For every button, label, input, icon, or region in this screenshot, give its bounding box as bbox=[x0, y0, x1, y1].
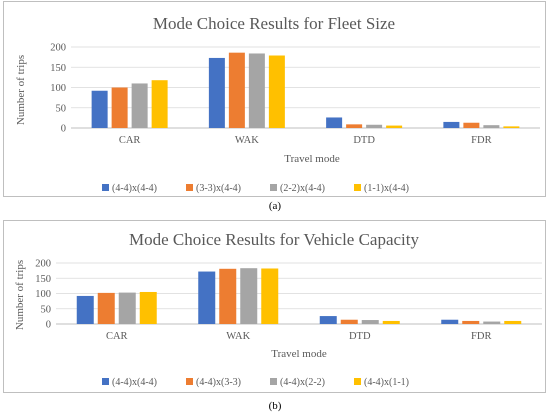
figure-caption-b: (b) bbox=[268, 400, 282, 412]
bar-fdr-series-2 bbox=[462, 320, 480, 324]
bar-car-series-3 bbox=[131, 83, 148, 128]
bar-fdr-series-4 bbox=[504, 320, 522, 324]
x-tick-label-fdr: FDR bbox=[471, 135, 491, 146]
legend-label: (2-2)x(4-4) bbox=[280, 183, 325, 194]
bar-dtd-series-3 bbox=[366, 124, 383, 128]
y-tick-label: 150 bbox=[50, 63, 66, 74]
legend-label: (4-4)x(3-3) bbox=[196, 377, 241, 388]
chart-panel-fleet-size: Mode Choice Results for Fleet Size Numbe… bbox=[3, 1, 546, 197]
bar-dtd-series-2 bbox=[346, 124, 363, 128]
x-axis-title: Travel mode bbox=[271, 348, 327, 360]
bar-dtd-series-4 bbox=[386, 125, 403, 128]
legend-label: (4-4)x(2-2) bbox=[280, 377, 325, 388]
legend-label: (1-1)x(4-4) bbox=[364, 183, 409, 194]
y-tick-label: 200 bbox=[35, 259, 51, 270]
bar-fdr-series-1 bbox=[443, 121, 460, 128]
chart-vehicle-capacity: Mode Choice Results for Vehicle Capacity… bbox=[14, 230, 542, 388]
bar-dtd-series-3 bbox=[361, 320, 379, 324]
bar-wak-series-3 bbox=[240, 268, 258, 324]
bar-wak-series-1 bbox=[208, 57, 225, 129]
bar-dtd-series-2 bbox=[340, 319, 358, 324]
x-tick-label-wak: WAK bbox=[226, 331, 250, 342]
bar-fdr-series-1 bbox=[441, 319, 459, 324]
x-tick-label-dtd: DTD bbox=[353, 135, 375, 146]
legend-swatch bbox=[354, 378, 361, 385]
legend-label: (4-4)x(4-4) bbox=[112, 183, 157, 194]
bar-fdr-series-3 bbox=[483, 321, 501, 324]
legend-swatch bbox=[102, 184, 109, 191]
y-tick-label: 50 bbox=[56, 103, 67, 114]
chart-panel-vehicle-capacity: Mode Choice Results for Vehicle Capacity… bbox=[3, 220, 546, 393]
bar-fdr-series-4 bbox=[503, 126, 520, 128]
legend-swatch bbox=[102, 378, 109, 385]
bar-fdr-series-3 bbox=[483, 125, 500, 128]
figure-caption-a: (a) bbox=[268, 200, 282, 212]
x-tick-label-dtd: DTD bbox=[349, 331, 371, 342]
bar-dtd-series-1 bbox=[319, 316, 337, 324]
x-tick-label-fdr: FDR bbox=[471, 331, 491, 342]
bar-wak-series-4 bbox=[268, 55, 285, 128]
bar-car-series-2 bbox=[111, 87, 128, 128]
x-tick-label-wak: WAK bbox=[235, 135, 259, 146]
legend-swatch bbox=[354, 184, 361, 191]
legend-swatch bbox=[270, 184, 277, 191]
legend-swatch bbox=[186, 184, 193, 191]
bar-car-series-4 bbox=[151, 80, 168, 128]
bar-wak-series-3 bbox=[248, 53, 265, 129]
y-tick-label: 0 bbox=[46, 320, 51, 331]
bar-dtd-series-4 bbox=[382, 320, 400, 324]
legend-label: (3-3)x(4-4) bbox=[196, 183, 241, 194]
bar-wak-series-2 bbox=[219, 268, 237, 324]
chart-title: Mode Choice Results for Fleet Size bbox=[153, 14, 395, 33]
bar-wak-series-2 bbox=[228, 52, 245, 128]
legend-label: (4-4)x(1-1) bbox=[364, 377, 409, 388]
bar-car-series-1 bbox=[76, 295, 94, 324]
chart-title: Mode Choice Results for Vehicle Capacity bbox=[129, 230, 420, 249]
y-tick-label: 0 bbox=[61, 124, 66, 135]
bar-car-series-3 bbox=[118, 292, 136, 324]
y-tick-label: 150 bbox=[35, 274, 51, 285]
y-tick-label: 100 bbox=[35, 289, 51, 300]
chart-fleet-size: Mode Choice Results for Fleet Size Numbe… bbox=[15, 14, 540, 194]
y-tick-label: 200 bbox=[50, 43, 66, 54]
bar-dtd-series-1 bbox=[326, 117, 343, 128]
x-axis-title: Travel mode bbox=[284, 153, 340, 165]
bar-car-series-1 bbox=[91, 90, 108, 128]
y-tick-label: 50 bbox=[41, 304, 52, 315]
legend-label: (4-4)x(4-4) bbox=[112, 377, 157, 388]
y-tick-label: 100 bbox=[50, 83, 66, 94]
y-axis-title: Number of trips bbox=[15, 55, 27, 125]
x-tick-label-car: CAR bbox=[119, 135, 141, 146]
bar-wak-series-1 bbox=[198, 271, 216, 324]
legend-swatch bbox=[270, 378, 277, 385]
bar-wak-series-4 bbox=[261, 268, 279, 324]
bar-fdr-series-2 bbox=[463, 122, 480, 128]
x-tick-label-car: CAR bbox=[106, 331, 128, 342]
bar-car-series-2 bbox=[97, 292, 115, 324]
bar-car-series-4 bbox=[139, 291, 157, 324]
legend-swatch bbox=[186, 378, 193, 385]
y-axis-title: Number of trips bbox=[14, 260, 26, 330]
